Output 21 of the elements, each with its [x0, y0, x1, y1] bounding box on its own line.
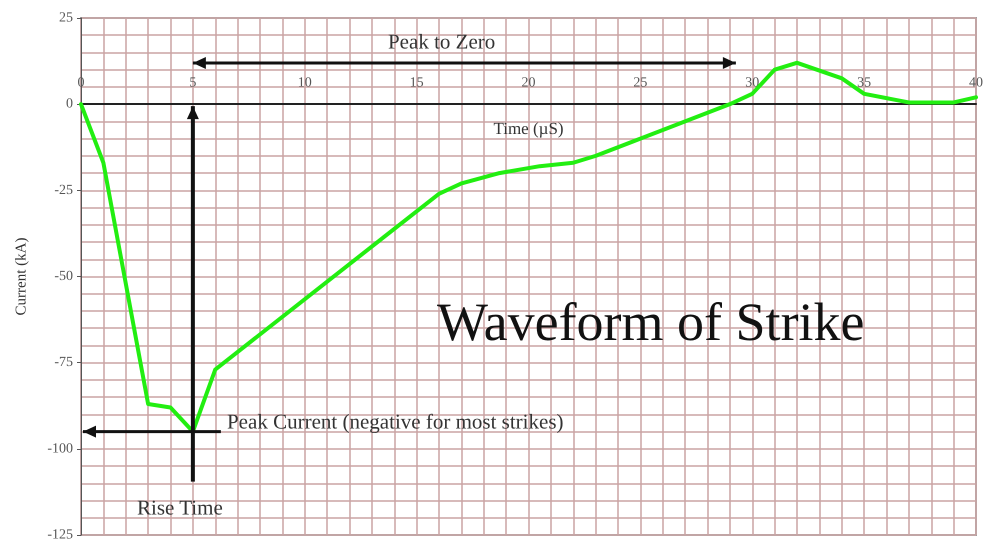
x-tick-label: 35: [857, 76, 872, 91]
y-tick-label: -50: [54, 269, 73, 284]
y-tick-label: 25: [59, 10, 73, 26]
annotation: Peak Current (negative for most strikes): [227, 410, 564, 434]
x-tick-label: 5: [189, 76, 196, 91]
x-tick-label: 10: [298, 76, 312, 91]
y-tick-label: 0: [66, 96, 73, 112]
y-tick-label: -100: [47, 441, 73, 456]
text: Waveform of Strike: [437, 292, 865, 352]
y-tick-label: -25: [54, 182, 73, 198]
annotation: Rise Time: [137, 496, 223, 520]
x-tick-label: 25: [633, 76, 648, 91]
y-tick-label: -75: [54, 355, 73, 370]
y-axis-title: Current (kA): [14, 238, 30, 316]
x-tick-label: 20: [522, 76, 536, 91]
y-tick-label: -125: [47, 528, 73, 542]
x-axis-title: Time (µS): [493, 119, 564, 138]
x-tick-label: 30: [745, 76, 760, 91]
annotation: Peak to Zero: [388, 30, 496, 54]
x-tick-label: 40: [969, 76, 983, 91]
x-tick-label: 15: [410, 76, 424, 91]
